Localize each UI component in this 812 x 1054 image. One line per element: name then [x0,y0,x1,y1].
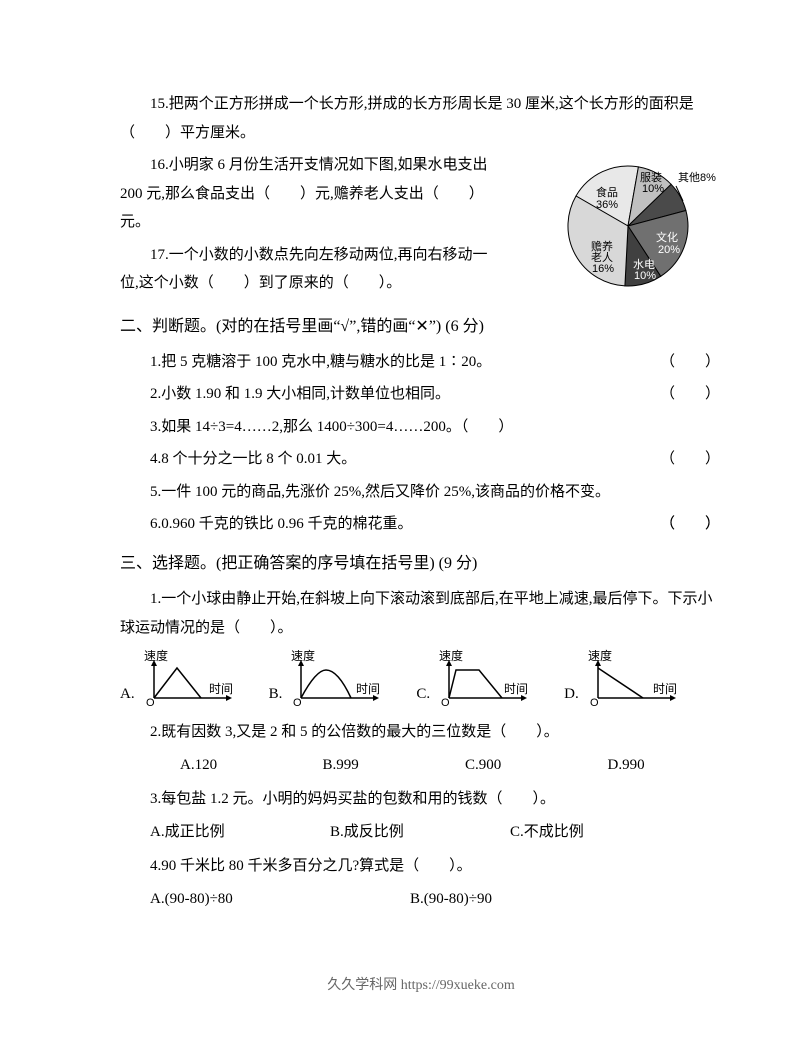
c4B: B.(90-80)÷90 [410,885,670,914]
svg-text:速度: 速度 [144,648,168,663]
svg-text:食品: 食品 [596,185,618,199]
j2: 2.小数 1.90 和 1.9 大小相同,计数单位也相同。（ ） [120,380,720,409]
svg-text:时间: 时间 [504,682,528,696]
svg-text:速度: 速度 [588,648,612,663]
svg-text:16%: 16% [592,263,614,275]
c3C: C.不成比例 [510,818,690,847]
optB-label: B. [269,680,283,709]
svg-text:文化: 文化 [656,230,678,244]
svg-text:O: O [590,697,599,708]
chart-b: 速度 O 时间 [286,648,386,708]
j4: 4.8 个十分之一比 8 个 0.01 大。（ ） [120,445,720,474]
q15: 15.把两个正方形拼成一个长方形,拼成的长方形周长是 30 厘米,这个长方形的面… [120,90,720,147]
c2C: C.900 [435,751,578,780]
c1-charts: A. 速度 O 时间 B. 速度 O 时间 [120,648,720,708]
c3B: B.成反比例 [330,818,510,847]
svg-text:其他8%: 其他8% [678,171,716,184]
svg-text:速度: 速度 [291,648,315,663]
c2D: D.990 [578,751,721,780]
j3: 3.如果 14÷3=4……2,那么 1400÷300=4……200。（ ） [120,413,720,442]
svg-text:时间: 时间 [653,682,677,696]
q17: 17.一个小数的小数点先向左移动两位,再向右移动一位,这个小数（ ）到了原来的（… [120,241,500,298]
c4-text: 4.90 千米比 80 千米多百分之几?算式是（ ）。 [120,852,720,881]
j5: 5.一件 100 元的商品,先涨价 25%,然后又降价 25%,该商品的价格不变… [120,478,720,507]
c1-text: 1.一个小球由静止开始,在斜坡上向下滚动滚到底部后,在平地上减速,最后停下。下示… [120,585,720,642]
svg-text:O: O [293,697,302,708]
optD-label: D. [564,680,579,709]
svg-text:时间: 时间 [356,682,380,696]
sec2-title: 二、判断题。(对的在括号里画“√”,错的画“✕”) (6 分) [120,312,720,342]
svg-text:速度: 速度 [439,648,463,663]
svg-text:20%: 20% [658,244,680,256]
c3A: A.成正比例 [150,818,330,847]
footer: 久久学科网 https://99xueke.com [120,973,722,1000]
c2-text: 2.既有因数 3,又是 2 和 5 的公倍数的最大的三位数是（ ）。 [120,718,720,747]
optC-label: C. [416,680,430,709]
chart-a: 速度 O 时间 [139,648,239,708]
svg-text:36%: 36% [596,199,618,211]
j1: 1.把 5 克糖溶于 100 克水中,糖与糖水的比是 1∶20。（ ） [120,348,720,377]
sec3-title: 三、选择题。(把正确答案的序号填在括号里) (9 分) [120,549,720,579]
svg-text:10%: 10% [642,183,664,195]
c4A: A.(90-80)÷80 [150,885,410,914]
svg-text:O: O [146,697,155,708]
svg-text:10%: 10% [634,270,656,282]
optA-label: A. [120,680,135,709]
chart-d: 速度 O 时间 [583,648,683,708]
j6: 6.0.960 千克的铁比 0.96 千克的棉花重。（ ） [120,510,720,539]
svg-text:赡养: 赡养 [591,239,613,253]
c3-text: 3.每包盐 1.2 元。小明的妈妈买盐的包数和用的钱数（ ）。 [120,785,720,814]
svg-text:时间: 时间 [209,682,233,696]
chart-c: 速度 O 时间 [434,648,534,708]
pie-chart: 食品 36% 服装 10% 其他8% 文化 20% 水电 10% 赡养 老人 1… [550,151,720,291]
c2B: B.999 [293,751,436,780]
q16: 16.小明家 6 月份生活开支情况如下图,如果水电支出 200 元,那么食品支出… [120,151,500,237]
svg-text:O: O [441,697,450,708]
c2A: A.120 [150,751,293,780]
